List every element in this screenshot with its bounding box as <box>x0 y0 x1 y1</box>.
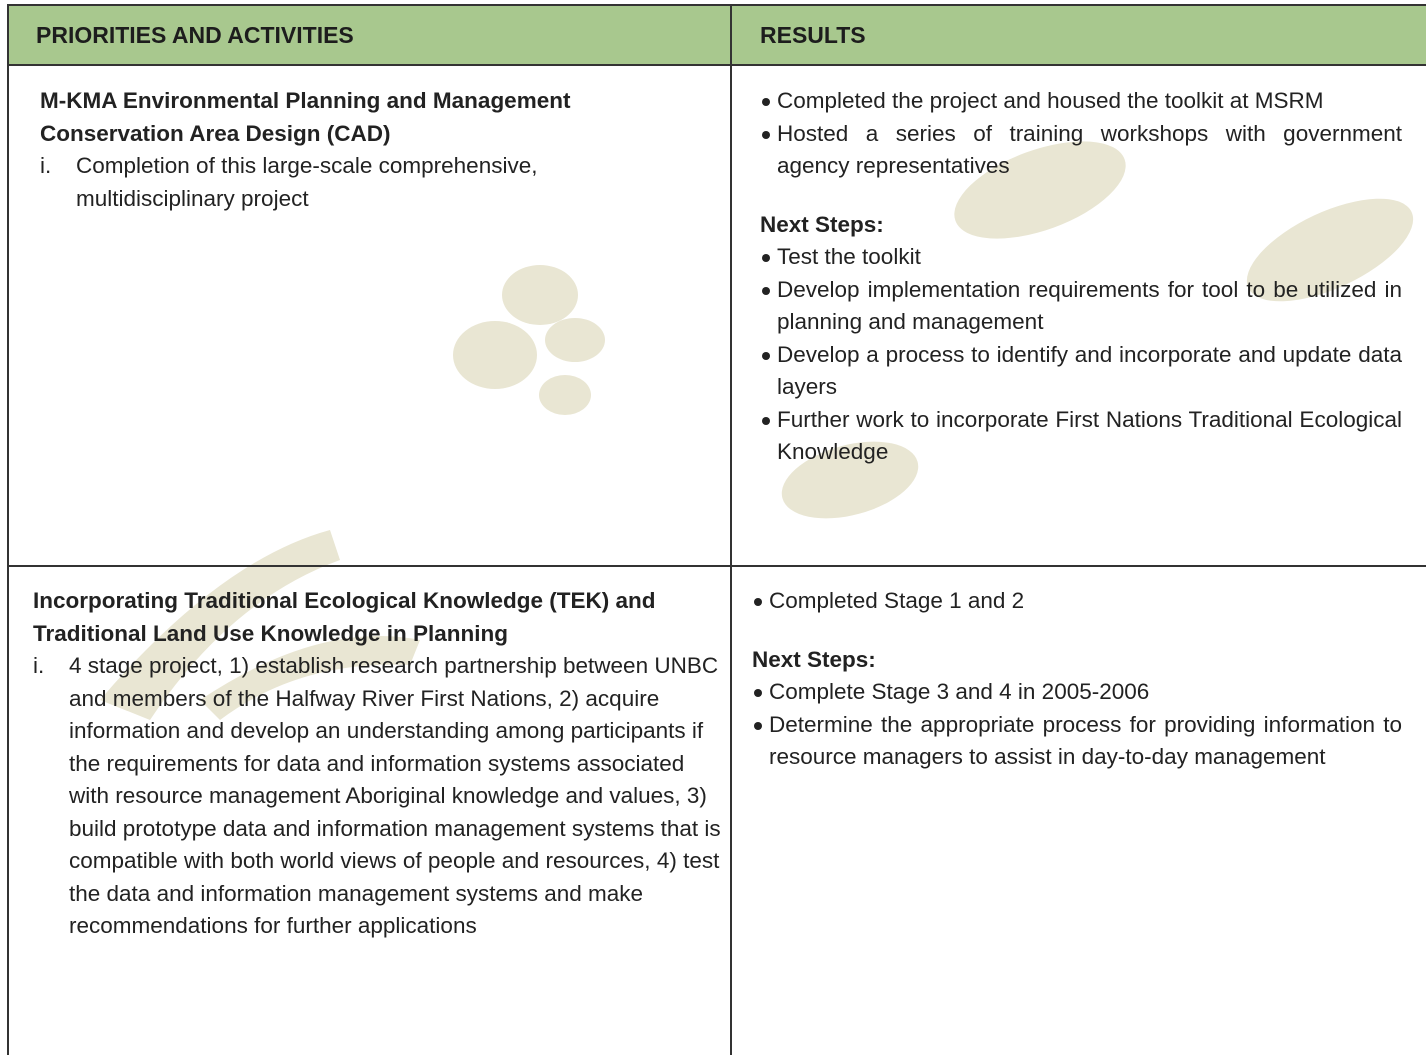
item-text: Completion of this large-scale comprehen… <box>76 153 538 211</box>
border <box>730 4 732 1055</box>
bullet-text: Further work to incorporate First Nation… <box>777 406 1402 465</box>
bullet-text: Test the toolkit <box>777 244 921 269</box>
bullet <box>762 254 770 262</box>
results-cell: Completed the project and housed the too… <box>760 85 1402 469</box>
bullet-text: Develop a process to identify and incorp… <box>777 341 1402 400</box>
bullet-item: Completed the project and housed the too… <box>760 85 1402 118</box>
border <box>7 4 9 1055</box>
bullet <box>762 286 770 295</box>
bullet-text: Completed Stage 1 and 2 <box>769 588 1025 613</box>
bullet <box>754 689 762 697</box>
bullet-text: Complete Stage 3 and 4 in 2005-2006 <box>769 679 1150 704</box>
bullet <box>762 351 770 360</box>
results-cell: Completed Stage 1 and 2 Next Steps: Comple… <box>752 585 1402 774</box>
bullet <box>762 130 770 139</box>
bullet-item: Further work to incorporate First Nation… <box>760 404 1402 469</box>
bullet-text: Develop implementation requirements for … <box>777 276 1402 335</box>
item-marker: i. <box>40 153 52 178</box>
priority-title: Incorporating Traditional Ecological Kno… <box>33 588 656 646</box>
bullet-item: Develop a process to identify and incorp… <box>760 339 1402 404</box>
item-text: 4 stage project, 1) establish research p… <box>69 653 721 938</box>
bullet-item: Hosted a series of training workshops wi… <box>760 118 1402 183</box>
priority-cell: M-KMA Environmental Planning and Managem… <box>40 85 680 215</box>
priority-item: i. 4 stage project, 1) establish research… <box>33 650 723 943</box>
priority-cell: Incorporating Traditional Ecological Kno… <box>33 585 723 943</box>
border <box>8 64 1426 66</box>
item-marker: i. <box>33 653 45 678</box>
bullet-item: Develop implementation requirements for … <box>760 274 1402 339</box>
priority-title: M-KMA Environmental Planning and Managem… <box>40 88 571 146</box>
bullet-text: Determine the appropriate process for pr… <box>769 711 1402 770</box>
bullet <box>754 721 762 730</box>
header-cell: RESULTS <box>732 5 1426 65</box>
bullet-item: Determine the appropriate process for pr… <box>752 709 1402 774</box>
next-steps-label: Next Steps: <box>752 646 876 672</box>
border <box>8 4 1426 6</box>
bullet-item: Complete Stage 3 and 4 in 2005-2006 <box>752 676 1402 709</box>
bullet <box>762 416 770 425</box>
bullet-item: Completed Stage 1 and 2 <box>752 585 1402 618</box>
border <box>8 565 1426 567</box>
bullet <box>754 598 762 606</box>
bullet-text: Completed the project and housed the too… <box>777 88 1324 113</box>
header-cell: PRIORITIES AND ACTIVITIES <box>8 5 730 65</box>
next-steps-label: Next Steps: <box>760 211 884 237</box>
bullet <box>762 98 770 106</box>
bullet-item: Test the toolkit <box>760 241 1402 274</box>
priority-item: i. Completion of this large-scale compreh… <box>40 150 680 215</box>
bullet-text: Hosted a series of training workshops wi… <box>777 120 1402 179</box>
